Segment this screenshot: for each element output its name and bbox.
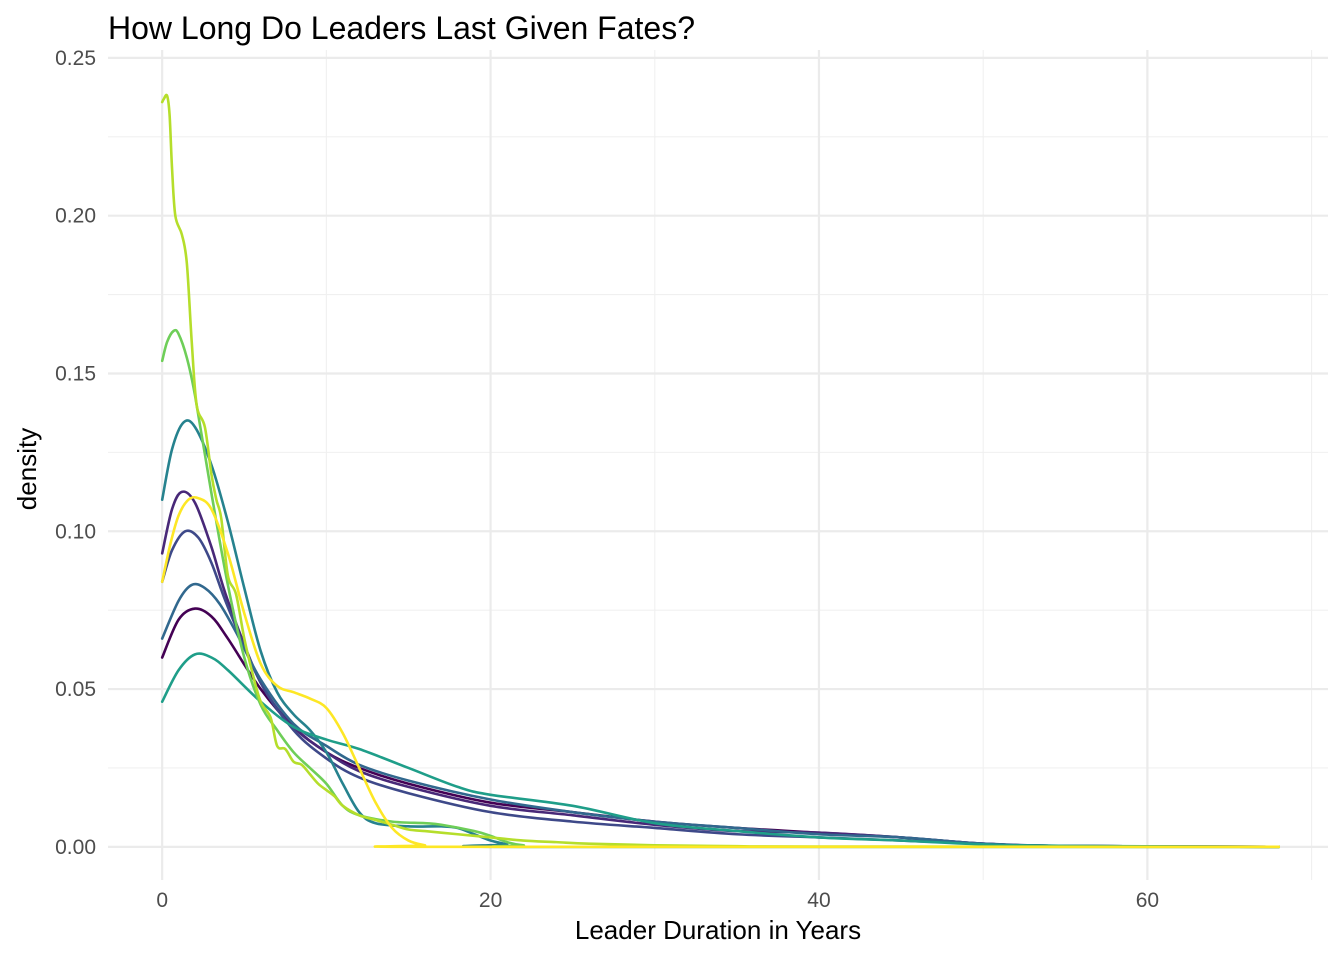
- x-tick-label: 60: [1136, 889, 1159, 912]
- density-line-7: [160, 328, 1281, 849]
- x-tick-label: 0: [156, 889, 168, 912]
- y-tick-label: 0.25: [55, 47, 96, 70]
- density-line-4: [160, 582, 1281, 849]
- y-tick-label: 0.00: [55, 836, 96, 859]
- chart-title: How Long Do Leaders Last Given Fates?: [108, 10, 695, 46]
- x-tick-label: 40: [807, 889, 830, 912]
- y-tick-label: 0.15: [55, 362, 96, 385]
- y-axis-label: density: [12, 428, 42, 510]
- x-axis-label: Leader Duration in Years: [575, 915, 861, 945]
- x-tick-label: 20: [479, 889, 502, 912]
- density-line-1: [160, 607, 1281, 849]
- density-line-9: [160, 495, 1281, 849]
- y-tick-label: 0.10: [55, 520, 96, 543]
- series-lines: [160, 93, 1281, 849]
- density-line-5: [160, 419, 1281, 849]
- density-line-8: [160, 93, 1281, 849]
- y-tick-label: 0.20: [55, 205, 96, 228]
- density-line-6: [160, 652, 1281, 849]
- y-tick-label: 0.05: [55, 678, 96, 701]
- tick-labels: 0 20 40 60 0.00 0.05 0.10 0.15 0.20 0.25: [55, 47, 1159, 912]
